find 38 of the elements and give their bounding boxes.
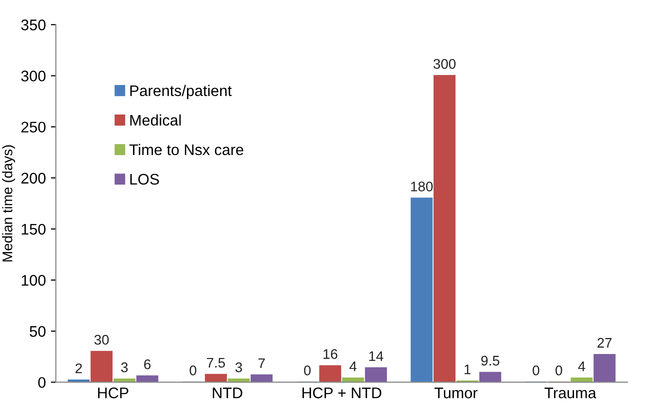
- legend-label: Parents/patient: [130, 84, 232, 100]
- data-label: 2: [76, 363, 82, 374]
- x-tick-label: HCP: [98, 387, 128, 398]
- data-label: 7.5: [206, 358, 225, 368]
- y-tick-label: 200: [21, 172, 46, 184]
- y-tick-label: 0: [38, 377, 46, 388]
- y-tick-label: 250: [21, 122, 46, 133]
- data-label: 0: [190, 365, 196, 376]
- data-label: 27: [598, 338, 612, 348]
- y-tick-label: 50: [30, 326, 46, 337]
- data-label: 0: [532, 365, 540, 376]
- y-tick-label: 350: [21, 20, 46, 30]
- x-tick-label: NTD: [212, 388, 242, 398]
- legend-label: Medical: [130, 114, 181, 126]
- data-label: 3: [121, 362, 128, 372]
- data-label: 3: [235, 362, 242, 372]
- data-label: 14: [369, 351, 384, 361]
- legend-label: LOS: [130, 174, 159, 185]
- y-tick-label: 150: [22, 224, 46, 235]
- x-tick-label: Tumor: [434, 388, 478, 398]
- data-label: 4: [578, 362, 586, 372]
- y-tick-label: 100: [22, 274, 46, 286]
- data-label: 6: [144, 359, 151, 370]
- y-tick-label: 300: [21, 70, 46, 82]
- x-tick-label: HCP + NTD: [302, 387, 382, 398]
- x-tick-label: Trauma: [544, 388, 596, 398]
- legend-label: Time to Nsx care: [129, 144, 244, 156]
- data-label: 0: [556, 365, 562, 376]
- data-label: 0: [304, 365, 311, 376]
- data-label: 7: [258, 358, 265, 368]
- data-label: 180: [411, 182, 433, 192]
- data-label: 16: [324, 349, 338, 359]
- data-label: 300: [433, 58, 456, 69]
- data-label: 9.5: [481, 356, 500, 366]
- y-axis-title: Median time (days): [2, 145, 16, 262]
- data-label: 30: [94, 334, 109, 345]
- data-label: 4: [350, 362, 357, 372]
- data-label: 1: [464, 364, 471, 374]
